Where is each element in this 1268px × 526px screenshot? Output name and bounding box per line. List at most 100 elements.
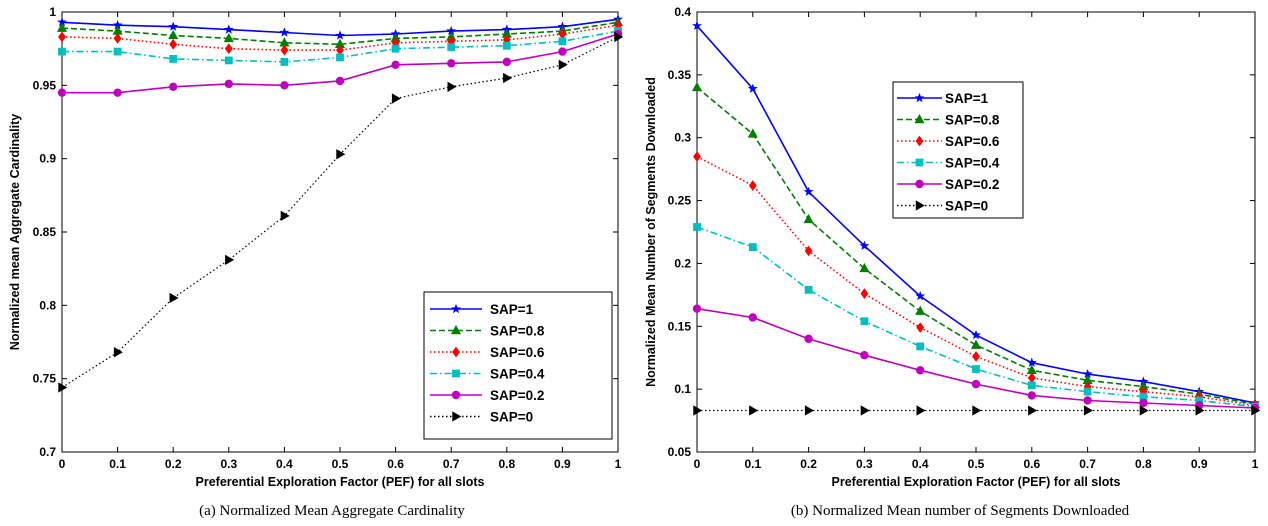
data-point (1139, 398, 1148, 408)
legend-marker (450, 324, 462, 335)
chart-b-y-axis-label: Normalized Mean Number of Segments Downl… (644, 77, 658, 387)
chart-a-legend-items: SAP=1 SAP=0.8 SAP=0.6 SAP=0.4 SAP=0.2 SAP=0 (430, 302, 545, 425)
data-point (335, 30, 345, 40)
legend-marker (914, 92, 925, 103)
x-tick-label: 0.9 (1191, 457, 1208, 471)
data-point (692, 304, 702, 313)
data-point (558, 47, 567, 56)
data-point (971, 329, 981, 340)
x-tick-label: 0.9 (554, 457, 571, 471)
data-point (859, 262, 870, 273)
data-point (56, 22, 68, 32)
legend-marker (915, 158, 924, 167)
y-tick-label: 0.8 (39, 298, 56, 312)
x-tick-label: 1 (615, 457, 622, 471)
data-point (1027, 381, 1036, 390)
y-tick-label: 0.05 (668, 445, 692, 459)
series-sap-0-2 (57, 29, 623, 97)
legend-label: SAP=0.6 (490, 345, 545, 360)
legend-marker (452, 369, 460, 378)
x-tick-label: 0.7 (443, 457, 460, 471)
data-point (113, 88, 122, 97)
data-point (447, 43, 456, 52)
data-point (747, 128, 758, 138)
data-point (280, 210, 290, 222)
chart-b-series (691, 20, 1261, 416)
data-point (860, 288, 869, 299)
data-point (970, 339, 982, 349)
data-point (1083, 387, 1092, 396)
chart-a-series (56, 14, 624, 393)
x-tick-label: 0.2 (165, 457, 182, 471)
data-point (916, 366, 925, 375)
data-point (58, 31, 66, 43)
data-point (859, 240, 870, 251)
legend-marker (452, 411, 462, 422)
data-point (1251, 405, 1261, 416)
chart-a-caption: (a) Normalized Mean Aggregate Cardinalit… (199, 503, 465, 519)
x-tick-label: 0.5 (332, 457, 349, 471)
series-sap-0 (58, 31, 624, 393)
data-point (502, 41, 511, 50)
data-point (748, 180, 757, 191)
data-point (447, 59, 456, 68)
data-point (804, 334, 813, 344)
x-tick-label: 0.8 (1135, 457, 1152, 471)
legend-label: SAP=0 (945, 199, 988, 214)
data-point (168, 21, 179, 31)
legend-label: SAP=1 (490, 302, 534, 317)
chart-b-legend-box (892, 81, 1024, 219)
x-tick-label: 0.5 (968, 457, 985, 471)
x-tick-label: 1 (1252, 457, 1259, 471)
data-point (614, 31, 624, 43)
legend-marker (451, 390, 461, 400)
data-point (1026, 357, 1037, 367)
data-point (280, 57, 289, 66)
data-point (169, 292, 179, 304)
legend-label: SAP=1 (945, 91, 989, 106)
series-sap-0-2 (692, 304, 1260, 413)
data-point (57, 88, 67, 97)
legend-label: SAP=0.8 (945, 113, 1000, 128)
data-point (1195, 405, 1205, 416)
data-point (803, 213, 814, 224)
data-point (1028, 405, 1038, 416)
data-point (113, 33, 122, 44)
chart-b-segments-downloaded: 0 0.1 0.2 0.3 0.4 0.5 0.6 0.7 0.8 0.9 1 0.05 0.1 0.15… (644, 5, 1261, 519)
data-point (693, 151, 701, 162)
data-point (113, 47, 122, 56)
data-point (223, 24, 234, 34)
y-tick-label: 0.15 (668, 319, 692, 333)
y-tick-label: 1 (49, 5, 56, 19)
data-point (223, 32, 234, 43)
series-sap-0 (693, 405, 1261, 416)
data-point (113, 347, 123, 358)
data-point (747, 83, 758, 93)
data-point (336, 53, 344, 62)
data-point (502, 57, 511, 67)
data-point (1027, 391, 1037, 400)
x-tick-label: 0 (694, 457, 701, 471)
data-point (168, 29, 179, 40)
data-point (58, 382, 68, 393)
x-tick-label: 0.4 (912, 457, 929, 471)
data-point (391, 44, 400, 53)
legend-marker (915, 200, 925, 211)
x-tick-label: 0.3 (220, 457, 237, 471)
y-tick-label: 0.75 (33, 372, 57, 386)
chart-b-legend-items: SAP=1 SAP=0.8 SAP=0.6 SAP=0.4 SAP=0.2 SAP=0 (897, 91, 1000, 214)
data-point (335, 76, 345, 86)
data-point (224, 56, 233, 65)
data-point (1139, 405, 1149, 416)
data-point (169, 55, 178, 63)
data-point (860, 351, 869, 360)
data-point (972, 351, 980, 362)
data-point (280, 44, 289, 56)
data-point (748, 313, 757, 322)
x-tick-label: 0.6 (387, 457, 404, 471)
legend-label: SAP=0.6 (945, 134, 1000, 149)
data-point (749, 405, 759, 416)
series-line (696, 86, 1256, 405)
data-point (748, 243, 757, 251)
data-point (803, 186, 814, 197)
